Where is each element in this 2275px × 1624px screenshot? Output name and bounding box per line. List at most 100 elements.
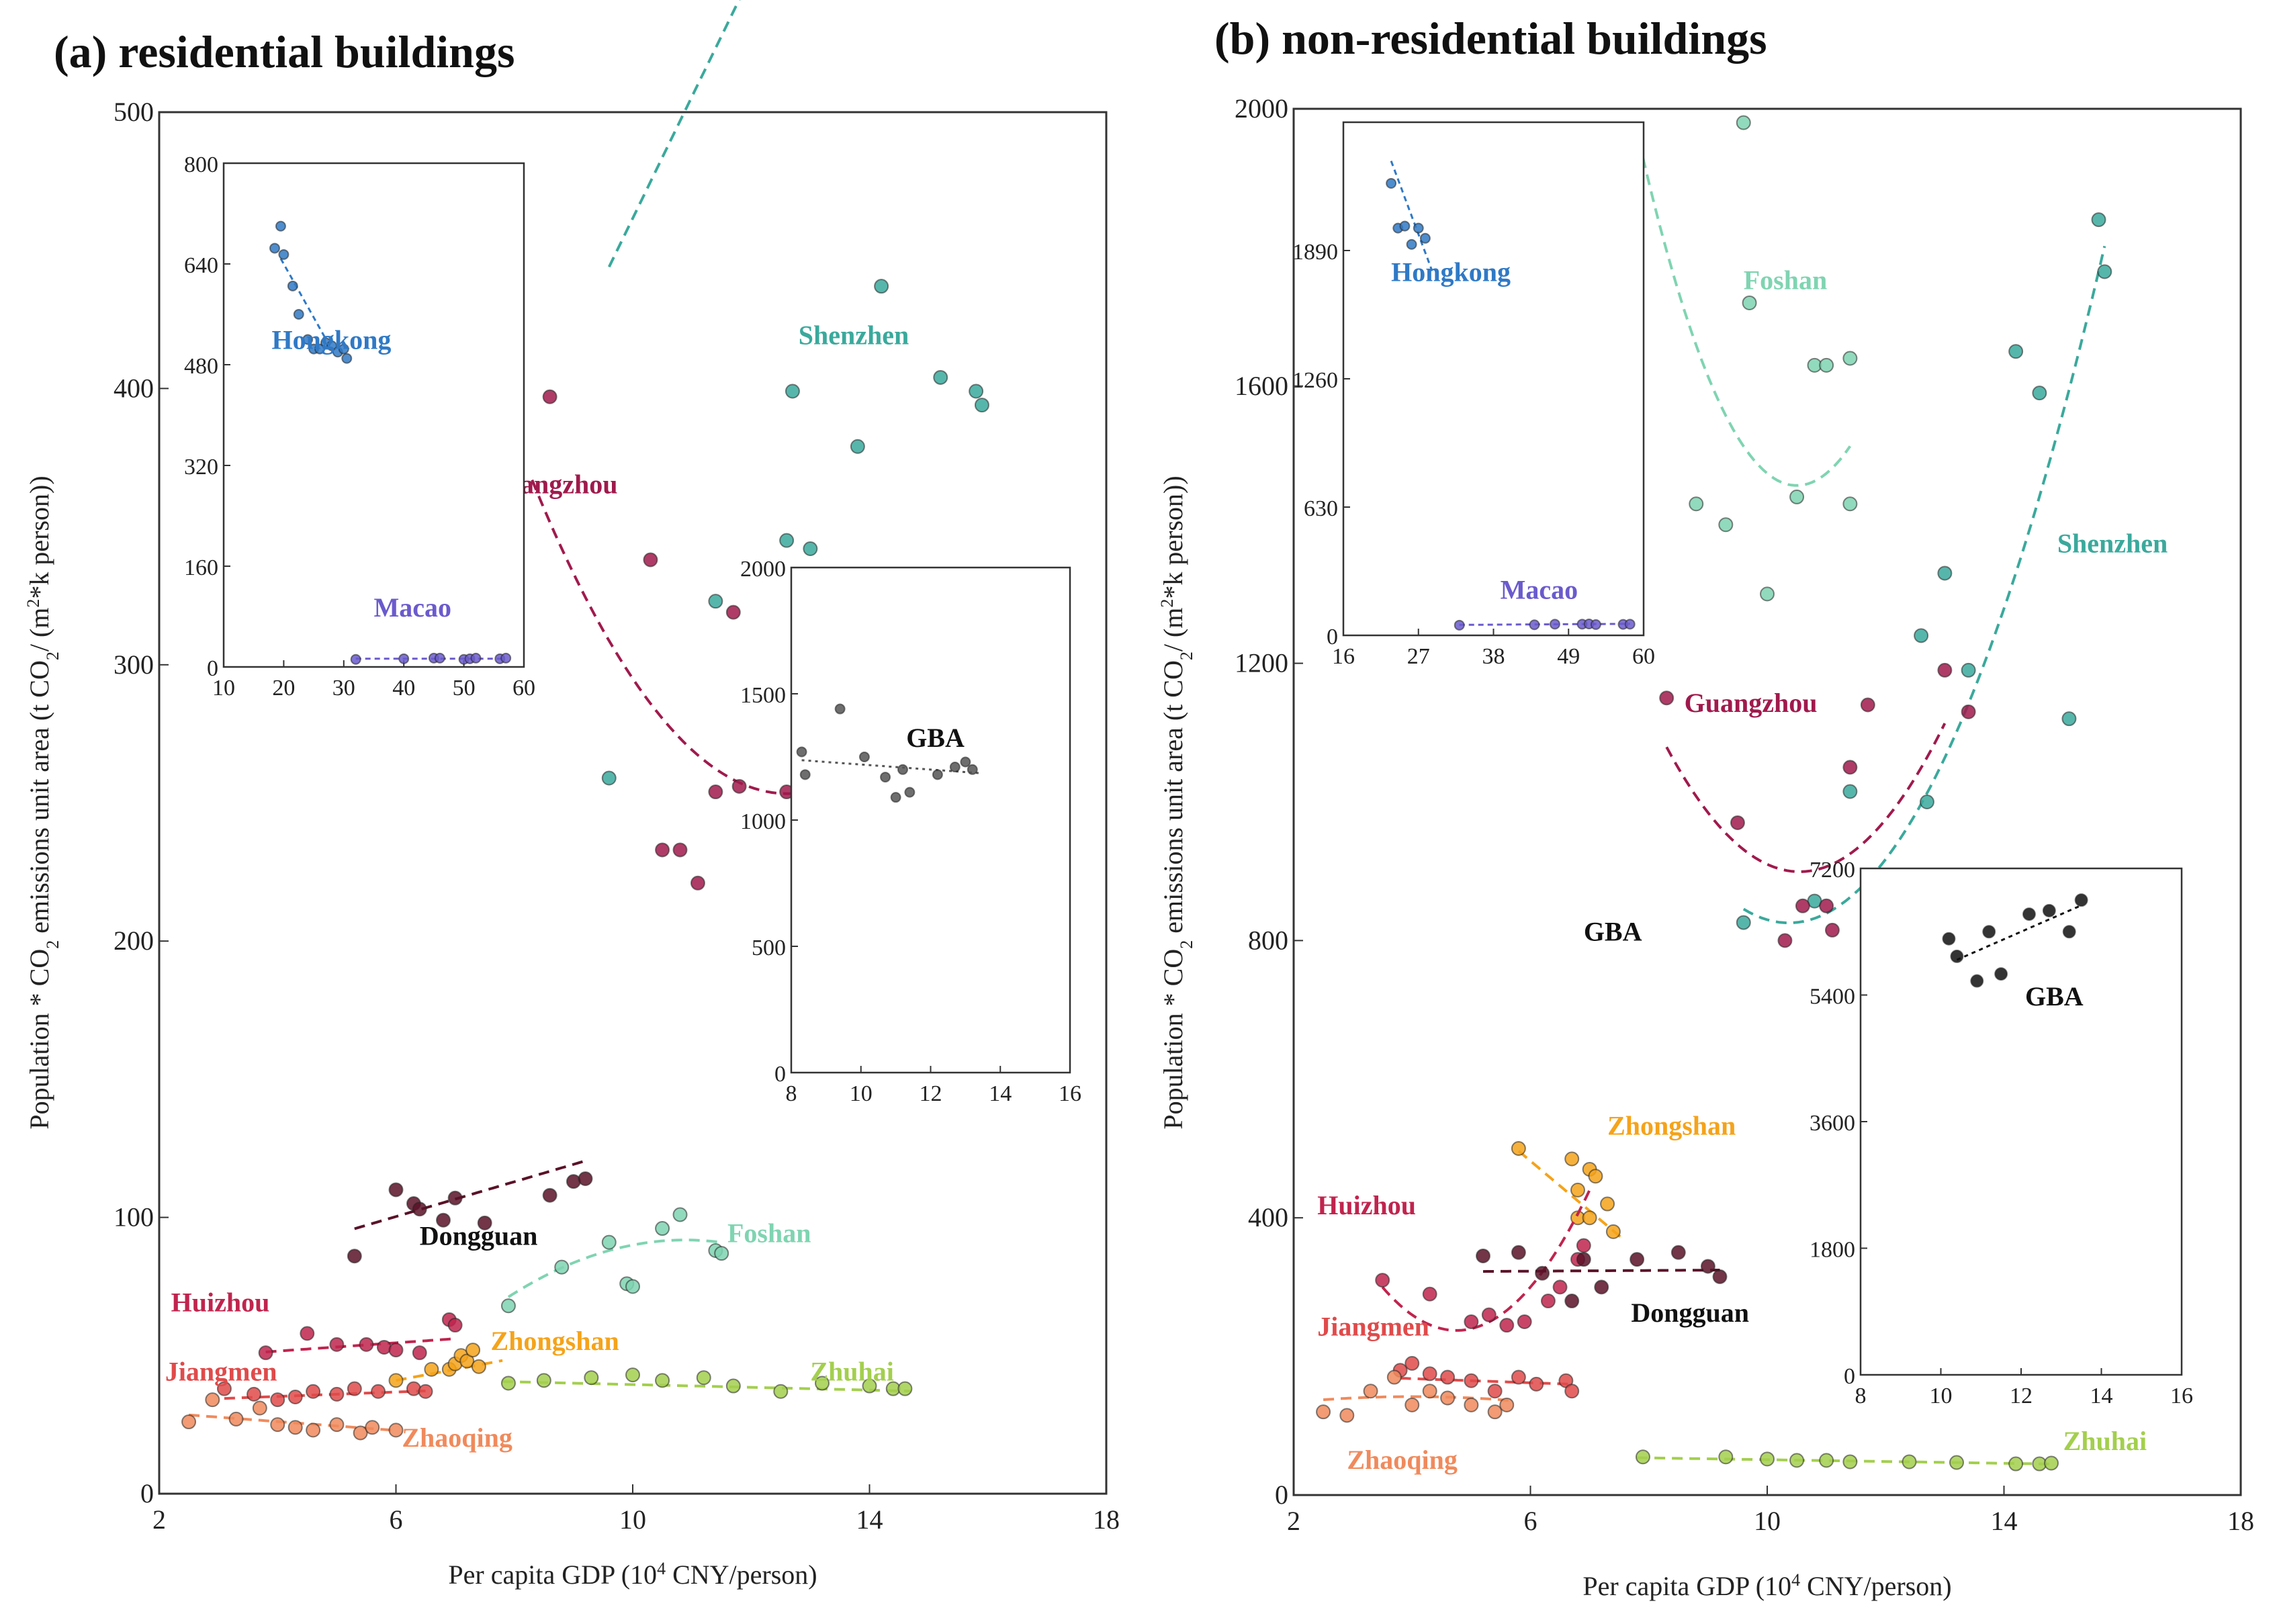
panel-b-guangzhou-label: Guangzhou — [1685, 688, 1818, 718]
panel-b-inset1-hongkong-label: Hongkong — [1391, 257, 1511, 287]
panel-b-jiangmen-point-7 — [1529, 1376, 1544, 1392]
panel-b-foshan-label: Foshan — [1744, 265, 1828, 295]
panel-a-title: (a) residential buildings — [54, 26, 515, 77]
panel-a-zhongshan-point-7 — [471, 1359, 486, 1374]
panel-b-inset1-xtick-label-0: 16 — [1332, 644, 1355, 669]
panel-b-y-ticks: 0 400 800 1200 1600 2000 — [1235, 93, 1303, 1510]
panel-b-dongguan-point-7 — [1700, 1259, 1715, 1274]
panel-b-zhaoqing-point-5 — [1422, 1384, 1437, 1399]
panel-b-zhaoqing-point-6 — [1440, 1390, 1456, 1406]
panel-a-inset1-ytick-label-4: 640 — [184, 253, 218, 278]
panel-b-zhuhai-point-8 — [2008, 1456, 2024, 1472]
panel-b-gba-label: GBA — [1584, 916, 1642, 946]
panel-b-inset2-xtick-label-0: 8 — [1855, 1384, 1867, 1408]
panel-a-dongguan-point-9 — [578, 1171, 593, 1187]
panel-b-inset2-gba-point-3 — [1982, 925, 1996, 939]
panel-a-xtick-label-2: 10 — [619, 1504, 646, 1535]
panel-b-inset2-xtick-label-2: 12 — [2010, 1384, 2033, 1408]
panel-b-inset2-gba-point-6 — [2042, 903, 2056, 917]
panel-a-inset2-gba-point-6 — [897, 764, 908, 775]
panel-b-inset1-macao-point-2 — [1549, 619, 1560, 630]
panel-b-inset1-series: Hongkong Macao — [1386, 161, 1636, 631]
panel-b-dongguan-trend-line — [1482, 1269, 1720, 1273]
panel-a-zhaoqing-point-5 — [287, 1420, 303, 1435]
panel-b-shenzhen-trend-line — [1742, 245, 2106, 925]
panel-a-zhuhai-point-4 — [655, 1373, 670, 1388]
panel-a-jiangmen-point-4 — [306, 1384, 321, 1399]
panel-b-zhongshan-label: Zhongshan — [1607, 1110, 1736, 1140]
panel-b-non-residential: (b) non-residential buildings Per capita… — [1157, 13, 2255, 1601]
panel-a-xtick-label-3: 14 — [856, 1504, 883, 1535]
panel-b-jiangmen-label: Jiangmen — [1317, 1312, 1429, 1342]
panel-b-zhongshan-point-1 — [1564, 1151, 1580, 1167]
panel-a-inset1-macao-point-8 — [500, 652, 512, 664]
panel-a-jiangmen-point-8 — [406, 1381, 421, 1396]
panel-b-foshan-point-9 — [1736, 115, 1751, 130]
panel-a-zhaoqing-point-2 — [228, 1411, 244, 1427]
panel-b-dongguan-point-1 — [1511, 1245, 1526, 1260]
panel-b-inset2-gba-label: GBA — [2025, 981, 2084, 1011]
panel-a-ytick-label-2: 200 — [114, 926, 154, 956]
panel-a-huizhou-point-0 — [258, 1345, 273, 1361]
panel-b-huizhou-point-3 — [1481, 1307, 1497, 1322]
panel-b-jiangmen-point-2 — [1422, 1366, 1437, 1382]
panel-b-xtick-label-4: 18 — [2227, 1506, 2254, 1536]
panel-a-zhuhai-point-1 — [536, 1373, 551, 1388]
panel-b-zhongshan-trend-line — [1517, 1150, 1626, 1242]
panel-b-inset1-hongkong-point-2 — [1399, 220, 1411, 232]
panel-a-guangzhou-point-2 — [643, 552, 658, 568]
panel-b-shenzhen-point-4 — [1919, 795, 1934, 809]
panel-b-huizhou-point-6 — [1540, 1294, 1556, 1309]
panel-a-guangzhou-trend-line — [531, 479, 799, 795]
panel-a-inset1-series: Hongkong Macao — [269, 220, 512, 665]
panel-a-shenzhen-label: Shenzhen — [799, 320, 909, 351]
panel-a-inset2-gba-point-5 — [890, 792, 901, 803]
panel-a-inset2-x-ticks: 8 10 12 14 16 — [786, 1066, 1081, 1106]
panel-b-dongguan-point-5 — [1630, 1252, 1645, 1267]
panel-a-inset2-ytick-label-4: 2000 — [740, 557, 786, 582]
panel-b-zhuhai-point-5 — [1842, 1454, 1858, 1470]
panel-a-foshan-point-8 — [714, 1246, 729, 1261]
panel-b-inset2-ytick-label-4: 7200 — [1810, 858, 1855, 883]
panel-a-dongguan-point-3 — [412, 1202, 427, 1217]
panel-a-dongguan-trend-line — [354, 1159, 586, 1230]
panel-a-jiangmen-point-7 — [371, 1384, 386, 1399]
panel-a-zhaoqing-point-8 — [353, 1425, 368, 1441]
panel-b-zhuhai-point-6 — [1902, 1454, 1917, 1470]
panel-a-inset1-xtick-label-2: 30 — [332, 676, 355, 701]
panel-b-huizhou-point-9 — [1576, 1238, 1591, 1253]
panel-a-shenzhen-point-4 — [874, 279, 889, 294]
panel-b-guangzhou-point-7 — [1860, 697, 1875, 713]
panel-b-foshan-point-1 — [1718, 517, 1734, 533]
panel-b-shenzhen-point-10 — [2091, 212, 2106, 228]
panel-a-guangzhou-point-3 — [655, 842, 670, 858]
panel-b-shenzhen-point-6 — [1961, 662, 1976, 678]
panel-b-zhaoqing-point-7 — [1464, 1397, 1479, 1412]
panel-a-ytick-label-4: 400 — [114, 373, 154, 403]
panel-a-inset-gba: 8 10 12 14 16 0 500 1000 1500 2000 GBA — [740, 557, 1081, 1106]
panel-a-inset1-macao-point-0 — [350, 653, 361, 665]
panel-b-x-ticks: 2 6 10 14 18 — [1287, 1486, 2254, 1536]
panel-a-guangzhou-point-5 — [690, 875, 705, 891]
panel-a-zhuhai-point-7 — [773, 1384, 789, 1399]
panel-b-inset1-x-ticks: 16 27 38 49 60 — [1332, 629, 1655, 669]
panel-b-inset2-gba-point-1 — [1950, 949, 1964, 963]
panel-b-dongguan-label: Dongguan — [1631, 1298, 1749, 1328]
panel-a-jiangmen-label: Jiangmen — [165, 1356, 277, 1386]
panel-b-zhaoqing-trend-line — [1323, 1395, 1513, 1402]
panel-b-shenzhen-point-7 — [2008, 344, 2024, 359]
panel-a-shenzhen-point-3 — [850, 439, 865, 454]
panel-b-zhuhai-point-7 — [1949, 1455, 1964, 1470]
panel-b-zhaoqing-point-4 — [1404, 1397, 1420, 1412]
panel-b-huizhou-trend-line — [1381, 1189, 1591, 1332]
panel-b-jiangmen-point-4 — [1464, 1373, 1479, 1388]
panel-a-guangzhou-point-4 — [672, 842, 688, 858]
panel-a-inset1-ytick-label-3: 480 — [184, 354, 218, 379]
panel-a-zhuhai-point-5 — [696, 1370, 711, 1386]
panel-b-zhaoqing-point-0 — [1316, 1404, 1331, 1420]
panel-b-zhaoqing-point-3 — [1386, 1369, 1402, 1385]
panel-b-inset2-gba-point-4 — [1994, 967, 2008, 981]
panel-a-inset2-gba-point-2 — [834, 703, 846, 715]
panel-a-zhongshan-point-0 — [388, 1373, 404, 1388]
panel-a-zhaoqing-point-7 — [329, 1417, 345, 1433]
